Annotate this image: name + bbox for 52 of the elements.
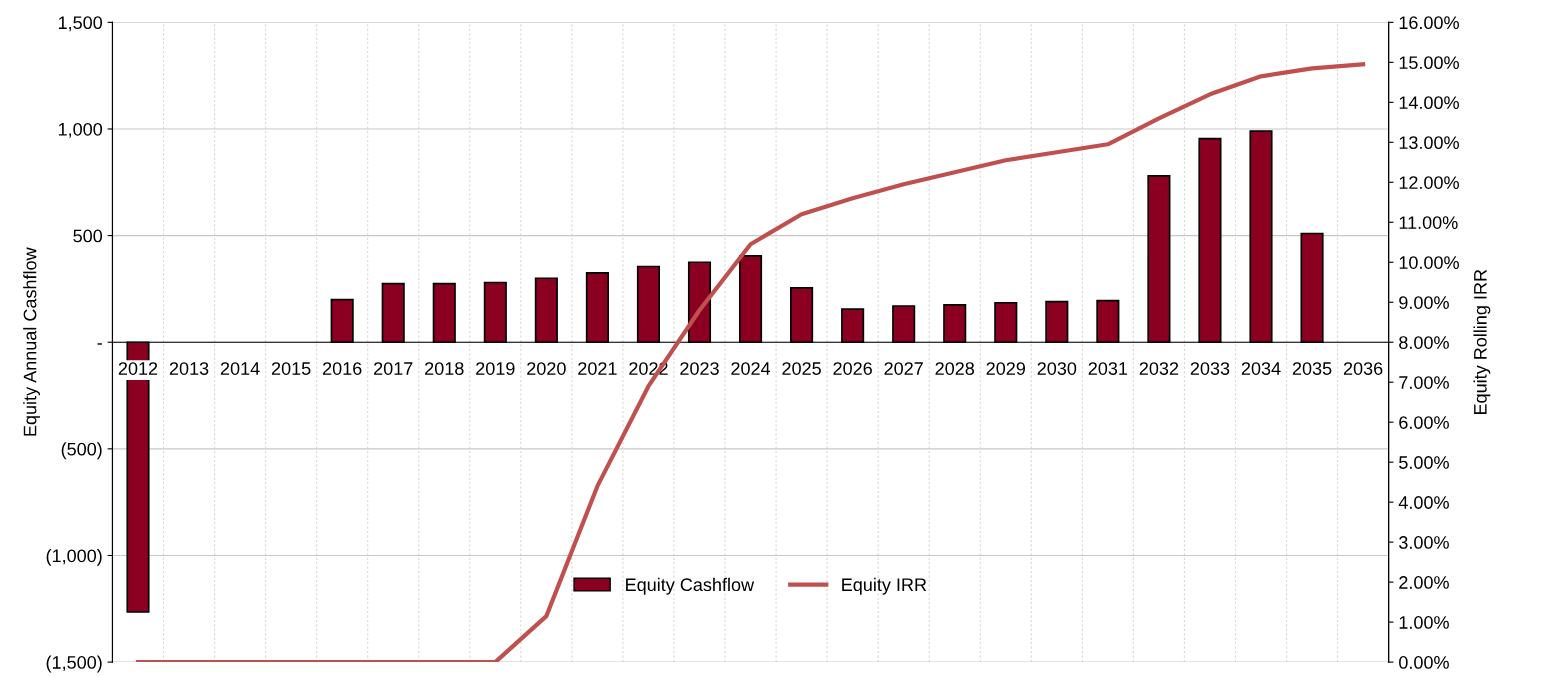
y2-tick-label: 3.00% [1399, 536, 1449, 549]
y2-tick-label: 15.00% [1399, 56, 1459, 70]
y-axis-title: Equity Annual Cashflow [23, 247, 40, 436]
x-tick-label: 2025 [782, 362, 821, 375]
x-tick-label: 2036 [1343, 362, 1383, 375]
y-tick-label: (1,500) [46, 655, 102, 673]
y2-tick-label: 5.00% [1399, 456, 1449, 469]
x-tick-label: 2026 [833, 362, 872, 375]
y2-axis-title: Equity Rolling IRR [1473, 269, 1491, 414]
y2-tick-label: 7.00% [1399, 376, 1449, 389]
x-tick-label: 2018 [425, 362, 464, 375]
x-tick-label: 2029 [986, 362, 1025, 375]
x-tick-label: 2032 [1139, 362, 1179, 375]
y2-tick-label: 14.00% [1399, 96, 1459, 110]
x-tick-label: 2024 [731, 362, 771, 375]
x-tick-label: 2017 [374, 362, 413, 375]
y2-tick-label: 13.00% [1399, 136, 1459, 150]
x-tick-label: 2015 [271, 362, 311, 375]
y2-tick-label: 2.00% [1399, 576, 1449, 589]
y2-tick-label: 4.00% [1398, 496, 1449, 509]
y-tick-label: 1,000 [58, 122, 103, 138]
y2-tick-label: 12.00% [1399, 176, 1459, 189]
x-tick-label: 2028 [935, 362, 975, 375]
x-tick-label: 2027 [884, 362, 923, 375]
x-tick-label: 2035 [1292, 362, 1332, 375]
x-tick-label: 2021 [578, 362, 617, 375]
y2-tick-label: 10.00% [1399, 256, 1459, 269]
x-tick-label: 2012 [118, 362, 158, 375]
y-tick-label: (1,000) [46, 548, 102, 566]
y-tick-label: 500 [73, 229, 103, 243]
y2-tick-label: 8.00% [1399, 336, 1449, 349]
x-tick-label: 2019 [476, 362, 515, 375]
y2-tick-label: 11.00% [1399, 216, 1458, 229]
y-tick-label: - [97, 343, 102, 345]
y2-tick-label: 16.00% [1399, 16, 1459, 30]
x-tick-label: 2013 [169, 362, 209, 375]
y2-tick-label: 9.00% [1399, 296, 1449, 309]
x-tick-label: 2016 [323, 362, 362, 375]
x-tick-label: 2023 [680, 362, 719, 375]
x-tick-label: 2030 [1037, 362, 1077, 375]
y-tick-label: 1,500 [58, 16, 103, 32]
x-tick-label: 2034 [1241, 362, 1281, 375]
y2-tick-label: 0.00% [1399, 656, 1449, 669]
legend-label: Equity Cashflow [626, 577, 755, 595]
x-tick-label: 2033 [1190, 362, 1230, 375]
y2-tick-label: 6.00% [1399, 416, 1449, 429]
legend-label: Equity IRR [842, 577, 927, 595]
x-tick-label: 2020 [527, 362, 566, 375]
x-tick-label: 2014 [220, 362, 260, 375]
x-tick-label: 2031 [1088, 362, 1128, 375]
y2-tick-label: 1.00% [1399, 616, 1449, 629]
y-tick-label: (500) [61, 442, 102, 460]
